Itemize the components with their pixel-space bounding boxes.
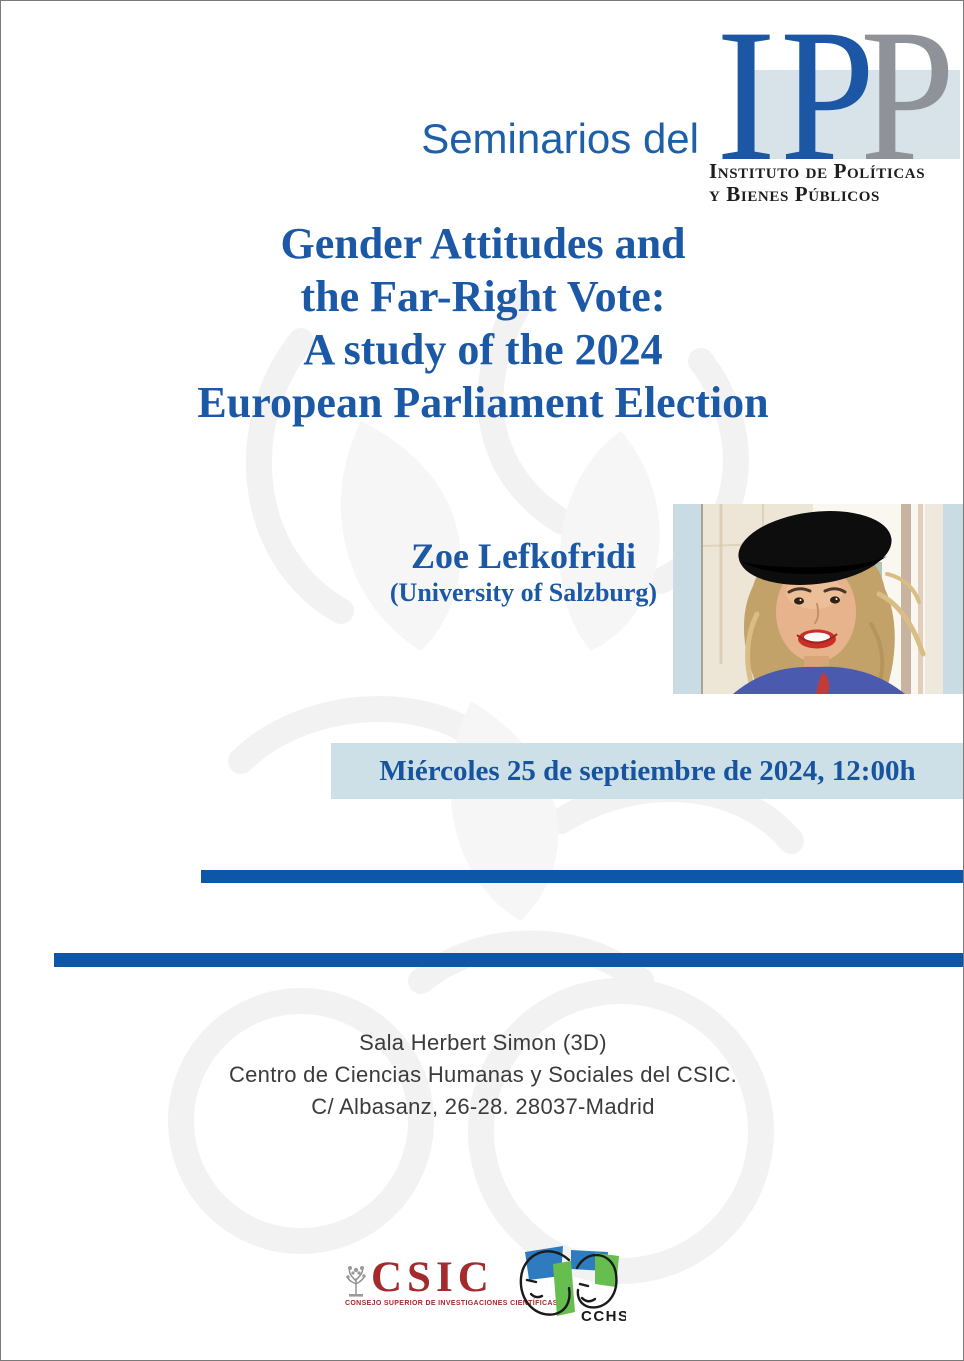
ipp-logo-panel bbox=[744, 70, 960, 159]
cchs-heads-icon: CCHS bbox=[519, 1246, 628, 1325]
venue-line: Centro de Ciencias Humanas y Sociales de… bbox=[228, 1062, 738, 1087]
csic-acronym: CSIC bbox=[371, 1254, 494, 1301]
date-banner-text: Miércoles 25 de septiembre de 2024, 12:0… bbox=[379, 754, 916, 787]
title-line: European Parliament Election bbox=[197, 378, 769, 427]
seminar-title: Gender Attitudes and the Far-Right Vote:… bbox=[1, 217, 963, 429]
venue-block: Sala Herbert Simon (3D) Centro de Cienci… bbox=[1, 1027, 963, 1123]
ipp-logo: P I P Instituto de Políticas y Bienes Pú… bbox=[704, 29, 962, 209]
ipp-institute-name-line1: Instituto de Políticas bbox=[709, 159, 926, 183]
speaker-affiliation: (University of Salzburg) bbox=[389, 578, 658, 607]
cchs-logo: CCHS bbox=[511, 1240, 628, 1326]
speaker-block: Zoe Lefkofridi (University of Salzburg) bbox=[331, 535, 716, 609]
csic-tagline: Consejo Superior de Investigaciones Cien… bbox=[345, 1300, 558, 1307]
ipp-letter-p1: P bbox=[780, 29, 875, 164]
csic-tree-emblem-icon bbox=[346, 1266, 366, 1297]
venue-line: Sala Herbert Simon (3D) bbox=[359, 1030, 607, 1055]
title-line: the Far-Right Vote: bbox=[300, 272, 666, 321]
title-line: Gender Attitudes and bbox=[280, 219, 686, 268]
venue-line: C/ Albasanz, 26-28. 28037-Madrid bbox=[311, 1094, 655, 1119]
date-banner: Miércoles 25 de septiembre de 2024, 12:0… bbox=[331, 743, 963, 799]
series-kicker: Seminarios del bbox=[421, 115, 699, 162]
divider-bar-bottom bbox=[54, 953, 963, 967]
csic-logo: CSIC Consejo Superior de Investigaciones… bbox=[344, 1254, 557, 1314]
speaker-name: Zoe Lefkofridi bbox=[411, 536, 636, 576]
ipp-institute-name-line2: y Bienes Públicos bbox=[709, 182, 880, 206]
ipp-logo-letters: P I P bbox=[716, 29, 960, 164]
ipp-letter-p2: P bbox=[860, 29, 955, 164]
divider-bar-top bbox=[201, 870, 963, 883]
title-line: A study of the 2024 bbox=[303, 325, 663, 374]
cchs-acronym: CCHS bbox=[581, 1308, 626, 1325]
speaker-photo bbox=[673, 504, 963, 694]
ipp-letter-i: I bbox=[716, 29, 776, 164]
